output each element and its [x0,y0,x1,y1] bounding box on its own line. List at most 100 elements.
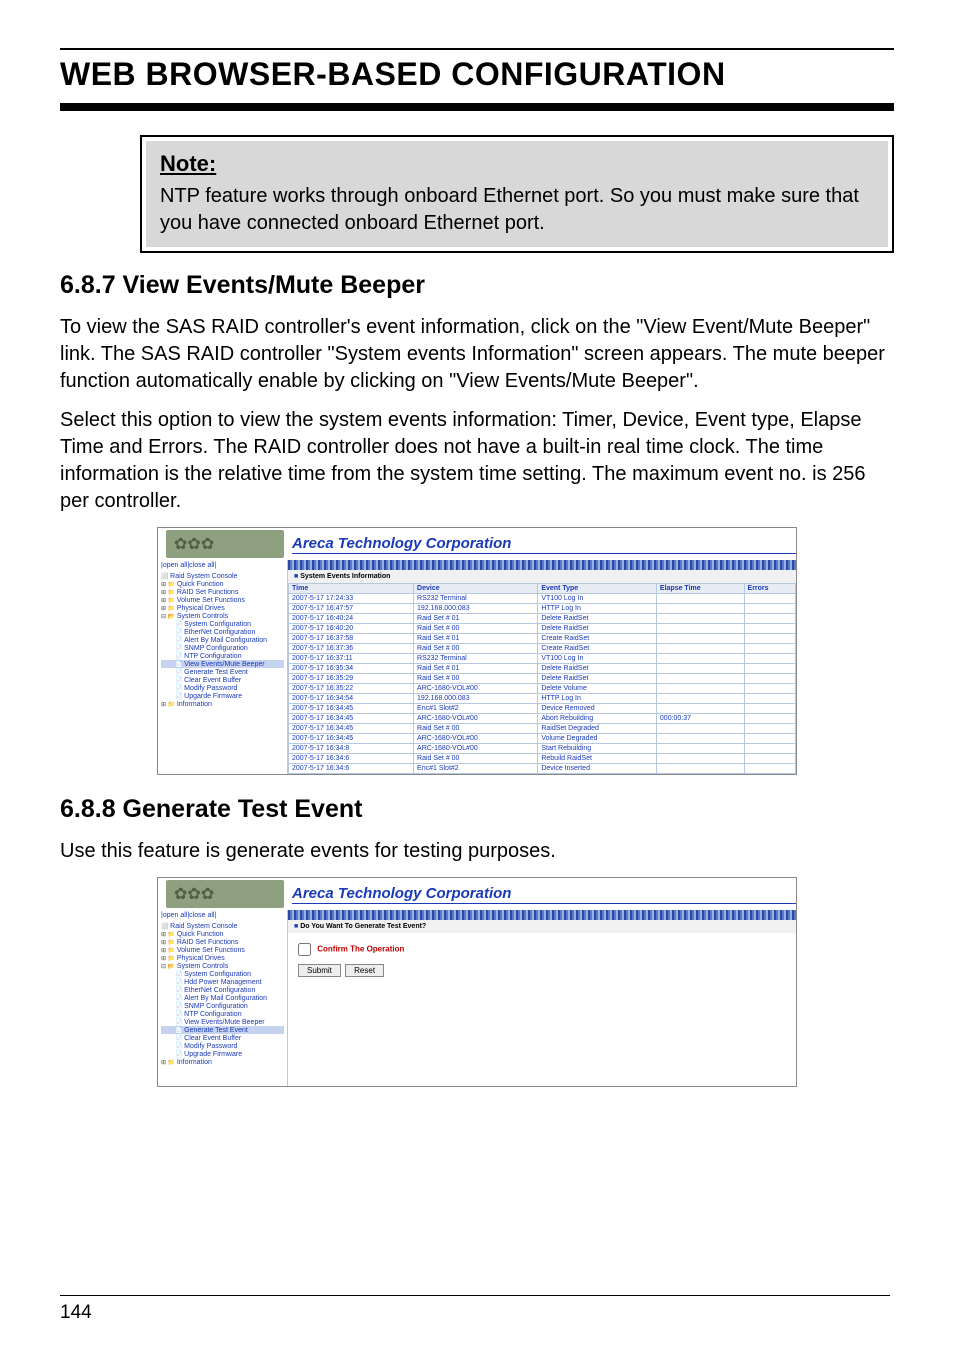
tree-folder[interactable]: RAID Set Functions [161,938,284,946]
tree-leaf[interactable]: NTP Configuration [161,1010,284,1018]
table-cell [744,594,795,604]
section-heading: 6.8.7 View Events/Mute Beeper [60,271,894,300]
table-cell [744,704,795,714]
table-cell: Raid Set # 00 [414,644,538,654]
table-cell: Delete RaidSet [538,664,657,674]
table-cell: 192.168.000.083 [414,694,538,704]
tree-leaf[interactable]: Alert By Mail Configuration [161,994,284,1002]
tree-folder[interactable]: Physical Drives [161,954,284,962]
tree-leaf[interactable]: Upgrade Firmware [161,1050,284,1058]
table-cell: 2007-5-17 16:40:20 [289,624,414,634]
tree-leaf[interactable]: View Events/Mute Beeper [161,1018,284,1026]
sidebar: |open all|close all| Raid System Console… [158,560,288,774]
gradient-bar [288,910,796,920]
tree-root[interactable]: Raid System Console [161,572,284,580]
page-number: 144 [60,1295,890,1324]
table-cell: Create RaidSet [538,634,657,644]
body-text: To view the SAS RAID controller's event … [60,314,894,395]
table-cell: Raid Set # 00 [414,674,538,684]
tree-folder[interactable]: System Controls [161,962,284,970]
table-cell: 2007-5-17 16:37:36 [289,644,414,654]
page-title: WEB BROWSER-BASED CONFIGURATION [60,48,894,111]
tree-leaf[interactable]: SNMP Configuration [161,1002,284,1010]
areca-logo [166,530,284,558]
tree-leaf[interactable]: View Events/Mute Beeper [161,660,284,668]
panel-title: System Events Information [288,570,796,583]
tree-leaf[interactable]: Hdd Power Management [161,978,284,986]
tree-folder[interactable]: System Controls [161,612,284,620]
table-row: 2007-5-17 16:34:6Enc#1 Slot#2Device Inse… [289,764,796,774]
open-close-all[interactable]: |open all|close all| [161,562,284,569]
tree-leaf[interactable]: Clear Event Buffer [161,676,284,684]
tree-folder[interactable]: Information [161,1058,284,1066]
table-cell: ARC-1680-VOL#00 [414,714,538,724]
tree-leaf[interactable]: Clear Event Buffer [161,1034,284,1042]
tree-leaf[interactable]: NTP Configuration [161,652,284,660]
tree-leaf[interactable]: Modify Password [161,1042,284,1050]
tree-leaf[interactable]: EtherNet Configuration [161,986,284,994]
tree-folder[interactable]: Quick Function [161,930,284,938]
company-name: Areca Technology Corporation [292,535,796,554]
table-cell [744,714,795,724]
tree-root[interactable]: Raid System Console [161,922,284,930]
table-cell [744,664,795,674]
open-close-all[interactable]: |open all|close all| [161,912,284,919]
note-heading: Note: [160,151,874,177]
tree-leaf[interactable]: Alert By Mail Configuration [161,636,284,644]
tree-folder[interactable]: Volume Set Functions [161,596,284,604]
table-cell [744,754,795,764]
table-row: 2007-5-17 16:34:45ARC-1680-VOL#00Abort R… [289,714,796,724]
table-cell [744,694,795,704]
table-cell [656,644,744,654]
table-cell: Delete RaidSet [538,614,657,624]
table-row: 2007-5-17 16:34:45Raid Set # 00RaidSet D… [289,724,796,734]
table-cell: Delete Volume [538,684,657,694]
table-cell: Create RaidSet [538,644,657,654]
tree-leaf[interactable]: System Configuration [161,620,284,628]
table-cell [656,594,744,604]
table-cell [656,604,744,614]
table-cell [656,684,744,694]
tree-leaf[interactable]: Upgarde Firmware [161,692,284,700]
table-cell: 2007-5-17 16:34:6 [289,764,414,774]
tree-folder[interactable]: Quick Function [161,580,284,588]
tree-folder[interactable]: Information [161,700,284,708]
areca-logo [166,880,284,908]
events-table: TimeDeviceEvent TypeElapse TimeErrors200… [288,583,796,774]
table-cell: ARC-1680-VOL#00 [414,684,538,694]
table-cell [656,664,744,674]
table-cell: Delete RaidSet [538,624,657,634]
tree-leaf[interactable]: System Configuration [161,970,284,978]
column-header: Time [289,584,414,594]
tree-leaf[interactable]: SNMP Configuration [161,644,284,652]
table-cell: HTTP Log In [538,694,657,704]
tree-leaf[interactable]: Modify Password [161,684,284,692]
tree-leaf[interactable]: EtherNet Configuration [161,628,284,636]
table-cell [656,724,744,734]
table-cell: Device Inserted [538,764,657,774]
table-cell: 2007-5-17 16:40:24 [289,614,414,624]
tree-folder[interactable]: RAID Set Functions [161,588,284,596]
confirm-checkbox[interactable] [298,943,311,956]
tree-folder[interactable]: Physical Drives [161,604,284,612]
table-row: 2007-5-17 16:34:45ARC-1680-VOL#00Volume … [289,734,796,744]
table-cell: 2007-5-17 16:37:58 [289,634,414,644]
table-cell [656,674,744,684]
table-cell: Raid Set # 01 [414,664,538,674]
table-cell: RaidSet Degraded [538,724,657,734]
tree: Raid System ConsoleQuick FunctionRAID Se… [161,922,284,1066]
table-cell: RS232 Terminal [414,654,538,664]
tree-folder[interactable]: Volume Set Functions [161,946,284,954]
table-cell [656,654,744,664]
reset-button[interactable]: Reset [345,964,384,977]
submit-button[interactable]: Submit [298,964,341,977]
table-cell: RS232 Terminal [414,594,538,604]
tree-leaf[interactable]: Generate Test Event [161,1026,284,1034]
tree-leaf[interactable]: Generate Test Event [161,668,284,676]
table-cell [744,604,795,614]
table-cell [744,744,795,754]
table-row: 2007-5-17 16:35:34Raid Set # 01Delete Ra… [289,664,796,674]
table-cell: 2007-5-17 16:34:54 [289,694,414,704]
table-cell: Device Removed [538,704,657,714]
gradient-bar [288,560,796,570]
